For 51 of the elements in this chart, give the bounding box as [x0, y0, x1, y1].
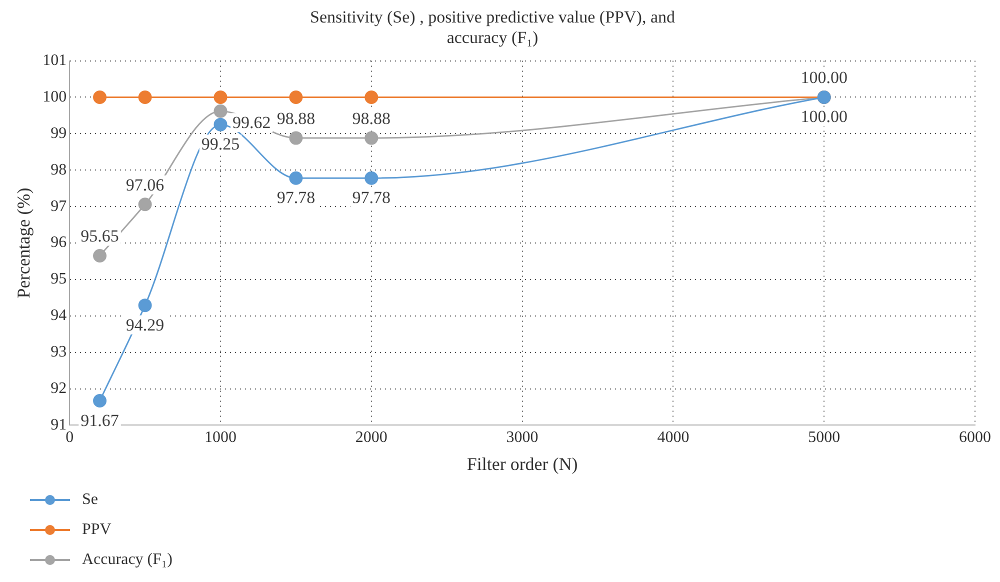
point — [214, 90, 228, 104]
point — [138, 198, 152, 212]
y-tick-label: 98 — [50, 161, 67, 178]
point — [364, 131, 378, 145]
point — [214, 118, 228, 132]
chart-title: Sensitivity (Se) , positive predictive value (PPV), and accuracy (F₁) — [310, 8, 676, 48]
x-tick-label: 2000 — [355, 429, 388, 446]
data-label: 98.88 — [352, 109, 391, 128]
point — [289, 131, 303, 145]
x-tick-label: 6000 — [959, 429, 991, 446]
data-label: 95.65 — [80, 226, 119, 246]
y-axis-title: Percentage (%) — [14, 188, 34, 298]
x-tick-label: 3000 — [506, 429, 538, 446]
y-tick-label: 94 — [50, 307, 67, 324]
data-label: 91.67 — [80, 410, 120, 430]
point — [93, 249, 107, 263]
x-tick-label: 4000 — [657, 429, 690, 446]
legend-label: PPV — [82, 521, 112, 539]
point — [93, 90, 107, 104]
x-tick-label: 5000 — [808, 429, 840, 446]
y-tick-label: 99 — [50, 124, 67, 142]
data-label: 99.62 — [232, 113, 271, 132]
x-axis-title: Filter order (N) — [466, 454, 578, 474]
y-tick-label: 93 — [50, 344, 67, 361]
y-tick-label: 97 — [50, 198, 67, 215]
point — [364, 90, 378, 104]
y-tick-label: 96 — [50, 234, 67, 252]
data-label: 97.78 — [352, 188, 391, 208]
data-label: 98.88 — [276, 109, 316, 128]
point — [214, 104, 228, 118]
y-tick-label: 91 — [50, 416, 67, 434]
x-tick-label: 1000 — [204, 429, 236, 446]
legend-label: Accuracy (F₁) — [82, 551, 172, 569]
point — [289, 171, 303, 185]
data-label: 94.29 — [126, 315, 164, 334]
point — [289, 90, 303, 104]
data-label: 97.78 — [276, 188, 316, 208]
data-label: 100.00 — [800, 68, 848, 88]
point — [93, 394, 107, 408]
y-tick-label: 95 — [50, 270, 67, 288]
point — [138, 298, 152, 312]
y-tick-label: 92 — [50, 380, 67, 397]
y-tick-label: 100 — [42, 88, 67, 106]
point — [138, 90, 152, 104]
x-tick-label: 0 — [66, 429, 74, 446]
data-label: 99.25 — [201, 134, 240, 154]
point — [364, 171, 378, 185]
data-label: 100.00 — [800, 107, 848, 126]
legend-label: Se — [82, 491, 98, 509]
data-label: 97.06 — [126, 175, 164, 194]
y-tick-label: 101 — [42, 52, 67, 70]
